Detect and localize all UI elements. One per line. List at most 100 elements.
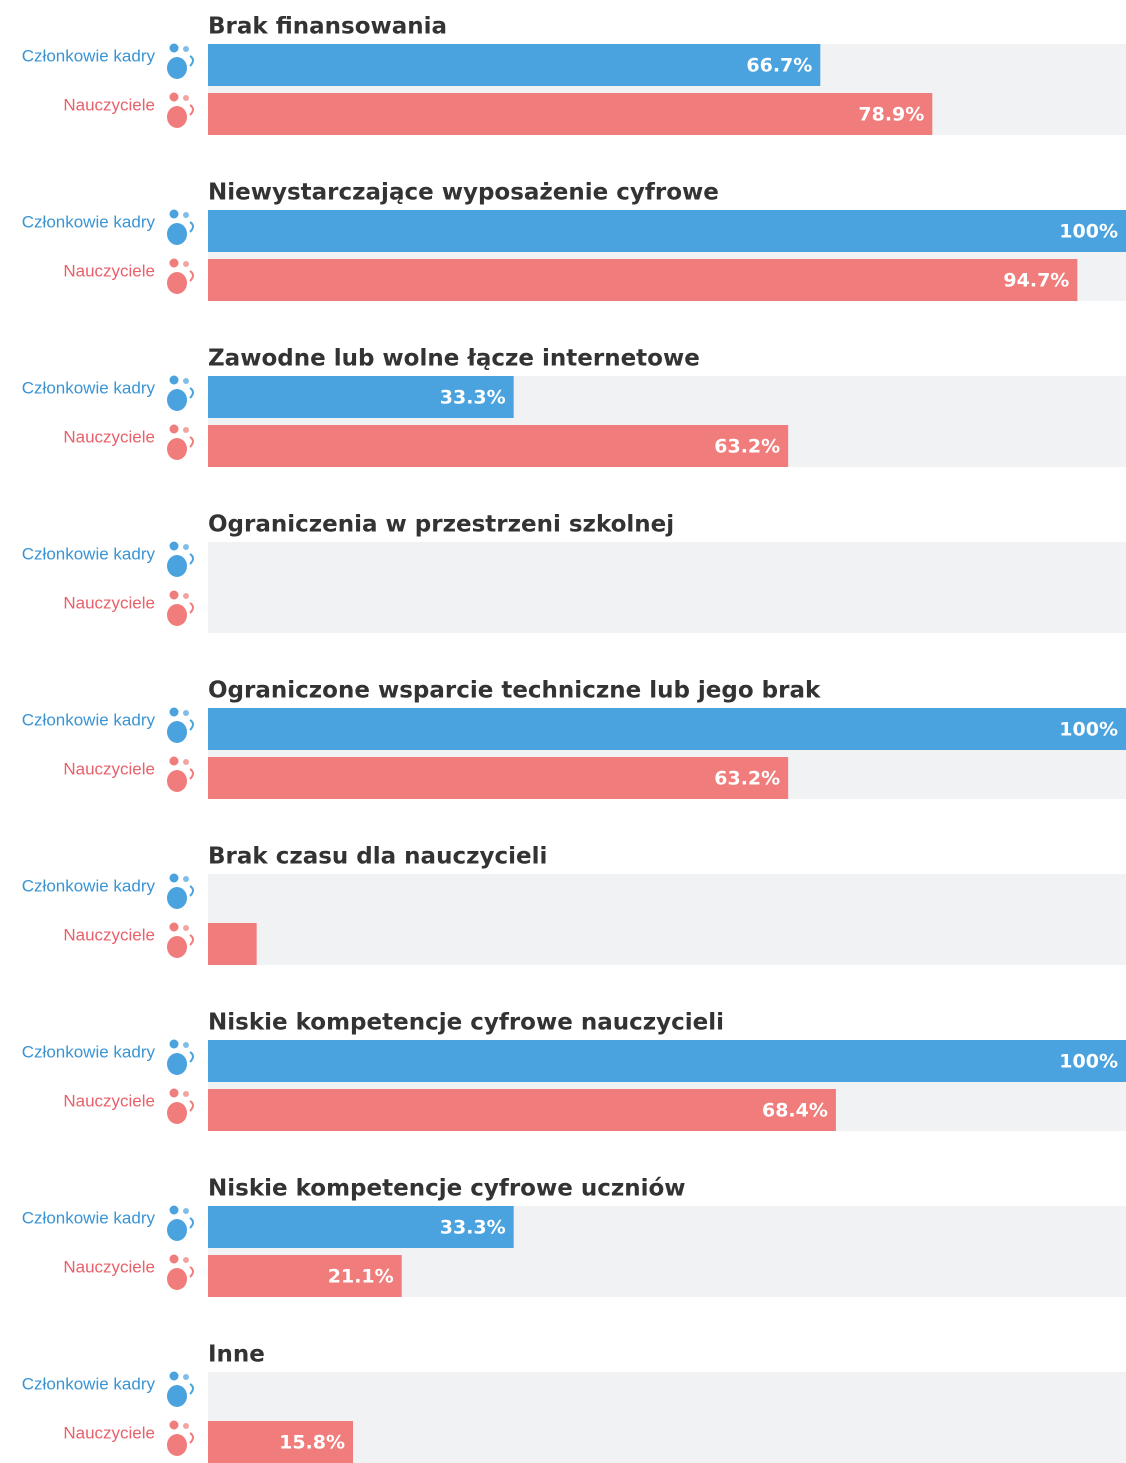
value-label: 100% [1059,1051,1118,1073]
person-icon [167,106,187,128]
person-icon [169,1039,179,1049]
person-icon [189,1383,194,1395]
person-icon [169,1088,179,1098]
series-label: Członkowie kadry [22,1042,156,1061]
person-icon [189,221,194,233]
value-label: 33.3% [440,1217,506,1239]
person-icon [167,1053,187,1075]
person-icon [183,46,189,52]
person-icon [167,555,187,577]
bar [208,1255,402,1297]
person-icon [167,1102,187,1124]
person-icon [183,212,189,218]
series-label: Członkowie kadry [22,1208,156,1227]
value-label: 63.2% [714,436,780,458]
value-label: 66.7% [746,55,812,77]
category-title: Ograniczenia w przestrzeni szkolnej [208,512,674,538]
series-label: Członkowie kadry [22,378,156,397]
bar [208,210,1126,252]
person-icon [189,1266,194,1278]
series-label: Nauczyciele [63,759,155,778]
person-icon [183,95,189,101]
person-icon [183,876,189,882]
person-icon [169,1205,179,1215]
person-icon [169,707,179,717]
series-label: Nauczyciele [63,1257,155,1276]
series-label: Członkowie kadry [22,710,156,729]
person-icon [169,258,179,268]
person-icon [183,1423,189,1429]
person-icon [169,873,179,883]
value-label: 33.3% [440,387,506,409]
value-label: 100% [1059,221,1118,243]
person-icon [167,223,187,245]
person-icon [189,1217,194,1229]
person-icon [183,1374,189,1380]
person-icon [189,55,194,67]
series-label: Nauczyciele [63,261,155,280]
value-label: 94.7% [1003,270,1069,292]
person-icon [183,1042,189,1048]
series-label: Członkowie kadry [22,544,156,563]
category-title: Niewystarczające wyposażenie cyfrowe [208,180,719,206]
person-icon [189,1051,194,1063]
category-title: Inne [208,1342,265,1368]
person-icon [167,1268,187,1290]
bar-track [208,1372,1126,1463]
bar [208,708,1126,750]
person-icon [169,43,179,53]
person-icon [167,887,187,909]
series-label: Nauczyciele [63,593,155,612]
person-icon [183,1091,189,1097]
category-title: Niskie kompetencje cyfrowe uczniów [208,1176,686,1202]
value-label: 68.4% [762,1100,828,1122]
person-icon [189,768,194,780]
person-icon [189,885,194,897]
person-icon [169,756,179,766]
person-icon [183,710,189,716]
bar [208,1206,514,1248]
person-icon [183,378,189,384]
bar [208,923,257,965]
person-icon [189,1432,194,1444]
category-title: Brak czasu dla nauczycieli [208,844,547,870]
person-icon [183,925,189,931]
person-icon [167,770,187,792]
person-icon [169,590,179,600]
value-label: 21.1% [328,1266,394,1288]
series-label: Nauczyciele [63,925,155,944]
bar [208,259,1078,301]
bar-track [208,542,1126,633]
person-icon [167,1434,187,1456]
bar [208,1089,836,1131]
bar [208,44,821,86]
person-icon [183,427,189,433]
person-icon [189,104,194,116]
value-label: 15.8% [279,1432,345,1454]
person-icon [169,541,179,551]
person-icon [169,424,179,434]
series-label: Członkowie kadry [22,1374,156,1393]
bar [208,1040,1126,1082]
person-icon [167,936,187,958]
person-icon [167,1219,187,1241]
person-icon [183,593,189,599]
person-icon [169,1254,179,1264]
person-icon [189,719,194,731]
person-icon [169,209,179,219]
person-icon [167,272,187,294]
bar [208,1421,354,1463]
series-label: Nauczyciele [63,95,155,114]
person-icon [183,544,189,550]
person-icon [167,1385,187,1407]
category-title: Ograniczone wsparcie techniczne lub jego… [208,678,821,704]
bar [208,757,789,799]
category-title: Zawodne lub wolne łącze internetowe [208,346,700,372]
bar [208,376,514,418]
person-icon [183,1208,189,1214]
value-label: 63.2% [714,768,780,790]
person-icon [183,1257,189,1263]
person-icon [189,602,194,614]
series-label: Nauczyciele [63,1091,155,1110]
